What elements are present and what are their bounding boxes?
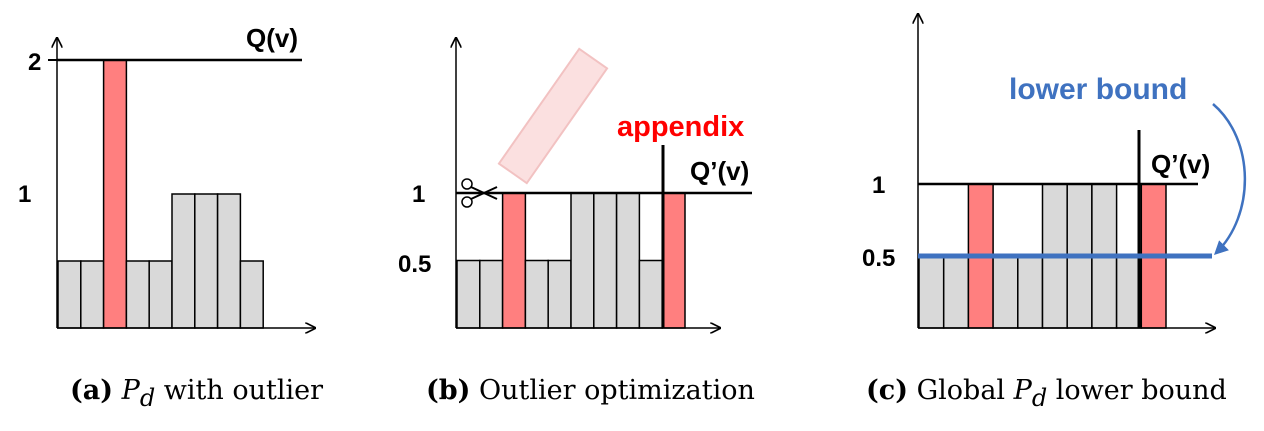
bar: [593, 192, 618, 329]
bar: [918, 255, 945, 329]
highlighted-bar: [501, 192, 527, 329]
bar: [638, 259, 663, 329]
lower-bound-arrow: [1212, 103, 1247, 255]
scissors-icon: [461, 178, 498, 208]
bar: [171, 193, 196, 329]
caption-b: (b) Outlier optimization: [426, 375, 755, 406]
panel-c: 1 0.5 Q’(v) lower bound: [862, 14, 1247, 329]
y-tick-1: 1: [872, 172, 885, 199]
bar: [524, 259, 549, 329]
caption-c-tag: (c): [866, 375, 908, 406]
bar: [194, 193, 219, 329]
q-line-label: Q(v): [246, 23, 298, 53]
bar: [547, 259, 572, 329]
bar: [570, 192, 595, 329]
bar: [148, 260, 173, 329]
highlighted-bar: [661, 192, 686, 329]
q-prime-line-label: Q’(v): [690, 156, 749, 186]
bar: [942, 255, 970, 329]
caption-a-var: P: [121, 375, 141, 406]
removed-outlier-ghost-bar: [497, 47, 609, 185]
caption-c: (c) Global Pd lower bound: [866, 375, 1227, 412]
bar: [1115, 255, 1143, 329]
caption-a-tag: (a): [70, 375, 113, 406]
y-tick-1: 1: [18, 181, 31, 208]
caption-a: (a) Pd with outlier: [70, 375, 323, 412]
bar: [615, 192, 641, 329]
bar: [216, 193, 242, 329]
caption-c-pre: Global: [908, 375, 1014, 406]
caption-c-text: lower bound: [1047, 375, 1227, 406]
bar: [57, 260, 82, 329]
panel-a-bars: [57, 59, 264, 329]
bar: [239, 260, 264, 329]
bar: [992, 255, 1019, 329]
caption-c-sub: d: [1032, 384, 1047, 412]
y-tick-0-5: 0.5: [862, 245, 895, 272]
q-prime-line-label: Q’(v): [1151, 149, 1210, 179]
y-tick-0-5: 0.5: [398, 251, 431, 278]
panel-b-bars: [456, 192, 686, 329]
caption-a-text: with outlier: [155, 375, 323, 406]
appendix-annotation: appendix: [617, 111, 744, 143]
caption-b-text: Outlier optimization: [470, 375, 754, 406]
bar: [479, 259, 504, 329]
y-tick-1: 1: [412, 181, 425, 208]
bar: [456, 259, 481, 329]
highlighted-bar: [102, 59, 128, 329]
panel-a: 2 1 Q(v): [18, 23, 315, 328]
lower-bound-annotation: lower bound: [1009, 73, 1187, 106]
caption-c-var: P: [1013, 375, 1033, 406]
bar: [80, 260, 105, 329]
caption-b-tag: (b): [426, 375, 470, 406]
panel-b: 1 0.5 Q’(v) appendix: [398, 38, 752, 328]
caption-a-sub: d: [140, 384, 155, 412]
y-tick-2: 2: [28, 49, 41, 76]
bar: [125, 260, 150, 329]
bar: [1017, 255, 1044, 329]
